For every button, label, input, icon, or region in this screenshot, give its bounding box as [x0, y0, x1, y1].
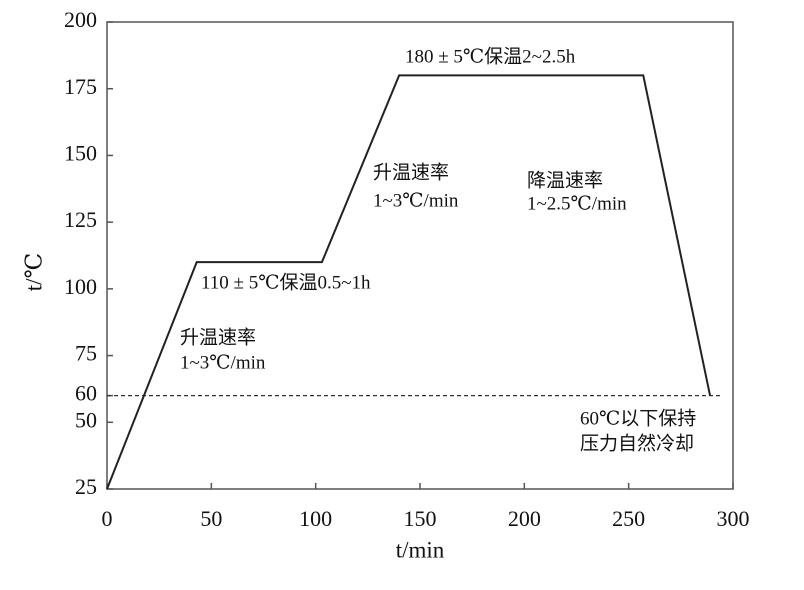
x-tick-label: 100 [299, 506, 332, 531]
annotation: 60℃以下保持 [580, 407, 696, 429]
y-axis-title: t/℃ [21, 253, 46, 292]
annotation: 110 ± 5℃保温0.5~1h [201, 271, 371, 293]
y-tick-label: 25 [75, 474, 97, 499]
y-tick-label: 150 [64, 140, 97, 165]
x-tick-label: 150 [404, 506, 437, 531]
x-axis-title: t/min [396, 537, 445, 562]
annotation: 1~2.5℃/min [527, 193, 627, 214]
x-tick-label: 250 [612, 506, 645, 531]
annotation: 压力自然冷却 [580, 432, 694, 454]
x-tick-label: 300 [717, 506, 750, 531]
y-tick-label: 60 [75, 381, 97, 406]
annotation: 降温速率 [527, 169, 603, 191]
y-tick-label: 125 [64, 207, 97, 232]
y-tick-label: 50 [75, 407, 97, 432]
annotation: 180 ± 5℃保温2~2.5h [405, 45, 576, 67]
annotation: 升温速率 [373, 161, 449, 183]
annotation: 升温速率 [180, 326, 256, 348]
annotation: 1~3℃/min [373, 190, 459, 211]
x-tick-label: 50 [200, 506, 222, 531]
x-tick-label: 200 [508, 506, 541, 531]
x-tick-label: 0 [102, 506, 113, 531]
y-tick-label: 200 [64, 7, 97, 32]
y-tick-label: 75 [75, 341, 97, 366]
annotation: 1~3℃/min [180, 352, 266, 373]
y-tick-label: 100 [64, 274, 97, 299]
data-line [106, 74, 712, 490]
y-tick-label: 175 [64, 74, 97, 99]
